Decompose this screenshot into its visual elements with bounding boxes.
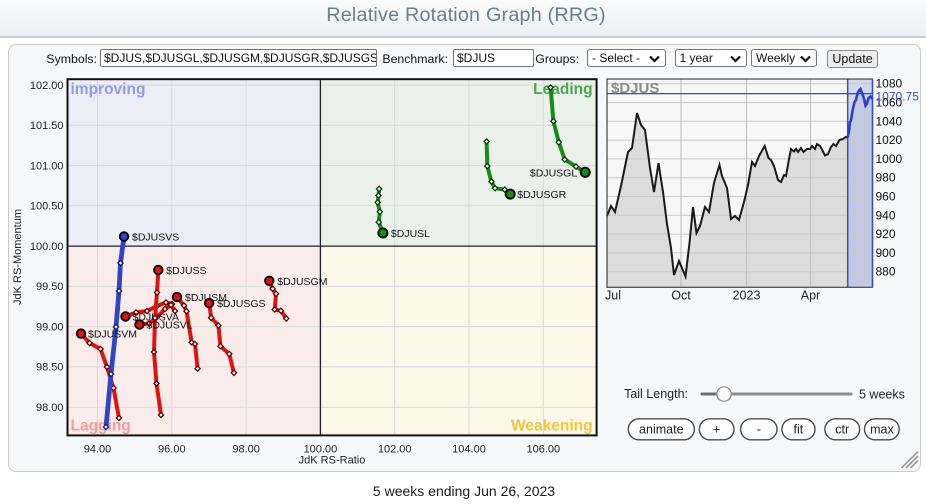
svg-text:101.50: 101.50 <box>30 120 64 132</box>
svg-text:$DJUSL: $DJUSL <box>391 228 430 240</box>
svg-text:960: 960 <box>876 190 896 204</box>
svg-text:Tail Length:: Tail Length: <box>624 387 688 401</box>
svg-text:1000: 1000 <box>876 152 903 166</box>
svg-text:99.00: 99.00 <box>36 321 64 333</box>
svg-text:940: 940 <box>876 208 896 222</box>
svg-text:2023: 2023 <box>733 289 761 303</box>
svg-text:$DJUSVM: $DJUSVM <box>88 329 137 341</box>
svg-text:106.00: 106.00 <box>526 444 560 456</box>
svg-text:880: 880 <box>876 265 896 279</box>
svg-text:JdK RS-Momentum: JdK RS-Momentum <box>12 209 24 305</box>
svg-text:animate: animate <box>639 423 684 437</box>
svg-text:$DJUSGS: $DJUSGS <box>217 298 265 310</box>
svg-text:104.00: 104.00 <box>452 444 486 456</box>
svg-text:Jul: Jul <box>605 289 621 303</box>
svg-text:900: 900 <box>876 246 896 260</box>
svg-text:$DJUSVS: $DJUSVS <box>132 232 179 244</box>
svg-text:Leading: Leading <box>533 81 592 98</box>
svg-text:99.50: 99.50 <box>36 281 64 293</box>
svg-text:$DJUSGL: $DJUSGL <box>530 167 577 179</box>
svg-text:920: 920 <box>876 227 896 241</box>
svg-text:+: + <box>713 423 720 437</box>
svg-text:$DJUSGM: $DJUSGM <box>277 276 327 288</box>
svg-text:100.00: 100.00 <box>304 444 338 456</box>
svg-text:Lagging: Lagging <box>71 417 131 434</box>
svg-text:101.00: 101.00 <box>30 160 64 172</box>
svg-text:$DJUS: $DJUS <box>611 80 659 97</box>
svg-text:JdK RS-Ratio: JdK RS-Ratio <box>299 455 366 467</box>
svg-text:96.00: 96.00 <box>158 444 186 456</box>
svg-text:98.00: 98.00 <box>232 444 260 456</box>
svg-text:$DJUSVA: $DJUSVA <box>133 312 180 324</box>
svg-text:5 weeks: 5 weeks <box>859 387 905 401</box>
svg-text:$DJUSVL: $DJUSVL <box>147 320 193 332</box>
svg-text:fit: fit <box>794 423 804 437</box>
svg-text:98.50: 98.50 <box>36 362 64 374</box>
svg-text:94.00: 94.00 <box>84 444 112 456</box>
svg-text:102.00: 102.00 <box>378 444 412 456</box>
svg-text:improving: improving <box>71 81 146 98</box>
svg-text:98.00: 98.00 <box>36 402 64 414</box>
svg-text:Weakening: Weakening <box>511 417 593 434</box>
svg-text:100.00: 100.00 <box>30 241 64 253</box>
svg-text:1060: 1060 <box>876 96 903 110</box>
svg-text:ctr: ctr <box>835 423 849 437</box>
svg-text:max: max <box>870 423 894 437</box>
svg-text:-: - <box>757 423 761 437</box>
svg-text:$DJUSGR: $DJUSGR <box>517 189 566 201</box>
svg-text:1080: 1080 <box>876 77 903 91</box>
svg-text:980: 980 <box>876 171 896 185</box>
svg-text:100.50: 100.50 <box>30 201 64 213</box>
svg-text:1070.75: 1070.75 <box>876 89 920 103</box>
svg-text:102.00: 102.00 <box>30 80 64 92</box>
svg-text:$DJUSS: $DJUSS <box>166 265 206 277</box>
svg-text:1020: 1020 <box>876 133 903 147</box>
svg-text:1040: 1040 <box>876 114 903 128</box>
svg-text:Oct: Oct <box>671 289 691 303</box>
svg-text:$DJUSM: $DJUSM <box>185 292 227 304</box>
svg-text:Apr: Apr <box>801 289 820 303</box>
